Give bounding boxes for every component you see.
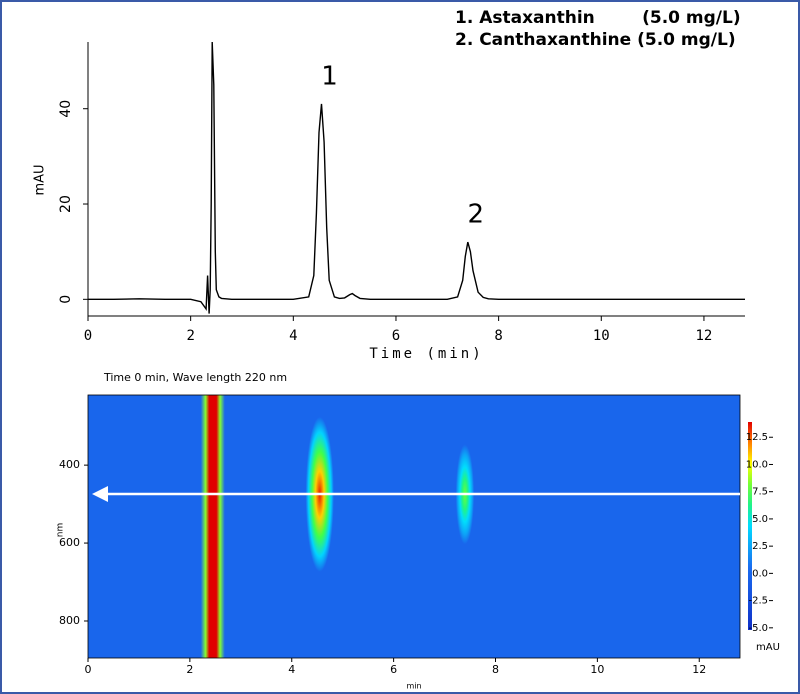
x-tick-label: 4 [288,663,295,676]
colorbar-tick-label: -2.5 [748,596,768,607]
x-tick-label: 8 [492,663,499,676]
x-tick-label: 0 [85,663,92,676]
x-tick-label: 10 [593,328,610,344]
legend-line: 1. Astaxanthin (5.0 mg/L) [455,8,741,28]
x-tick-label: 8 [494,328,502,344]
plot-border [87,394,741,659]
x-tick-label: 12 [696,328,713,344]
colorbar-tick-label: 2.5 [752,541,768,552]
x-tick-label: 6 [392,328,400,344]
y-tick-label: 40 [58,100,74,118]
y-tick-label: 800 [59,614,80,627]
colorbar [748,422,752,630]
peak-label: 2 [468,200,485,230]
y-tick-label: 400 [59,458,80,471]
y-tick-label: 600 [59,536,80,549]
x-tick-label: 4 [289,328,297,344]
y-axis-label: mAU [33,164,48,195]
trace [88,41,745,314]
x-tick-label: 0 [84,328,92,344]
colorbar-tick-label: 10.0 [746,459,768,470]
cursor-arrow [92,486,108,502]
heatmap-title: Time 0 min, Wave length 220 nm [103,371,287,384]
legend-line: 2. Canthaxanthine (5.0 mg/L) [455,30,736,50]
peak-label: 1 [321,61,338,91]
colorbar-tick-label: -5.0 [748,623,768,634]
x-axis-label: Time (min) [369,346,483,362]
x-tick-label: 6 [390,663,397,676]
x-tick-label: 10 [590,663,604,676]
y-tick-label: 20 [58,195,74,213]
y-tick-label: 0 [58,295,74,304]
colorbar-tick-label: 12.5 [746,432,768,443]
x-tick-label: 2 [186,328,194,344]
heatmap-bg [88,395,740,658]
colorbar-tick-label: 0.0 [752,568,768,579]
x-axis-label: min [406,682,421,691]
colorbar-label: mAU [756,642,780,653]
y-axis-label: nm [56,523,66,537]
colorbar-tick-label: 5.0 [752,514,768,525]
x-tick-label: 12 [692,663,706,676]
heat-spot [200,395,225,658]
x-tick-label: 2 [186,663,193,676]
colorbar-tick-label: 7.5 [752,487,768,498]
